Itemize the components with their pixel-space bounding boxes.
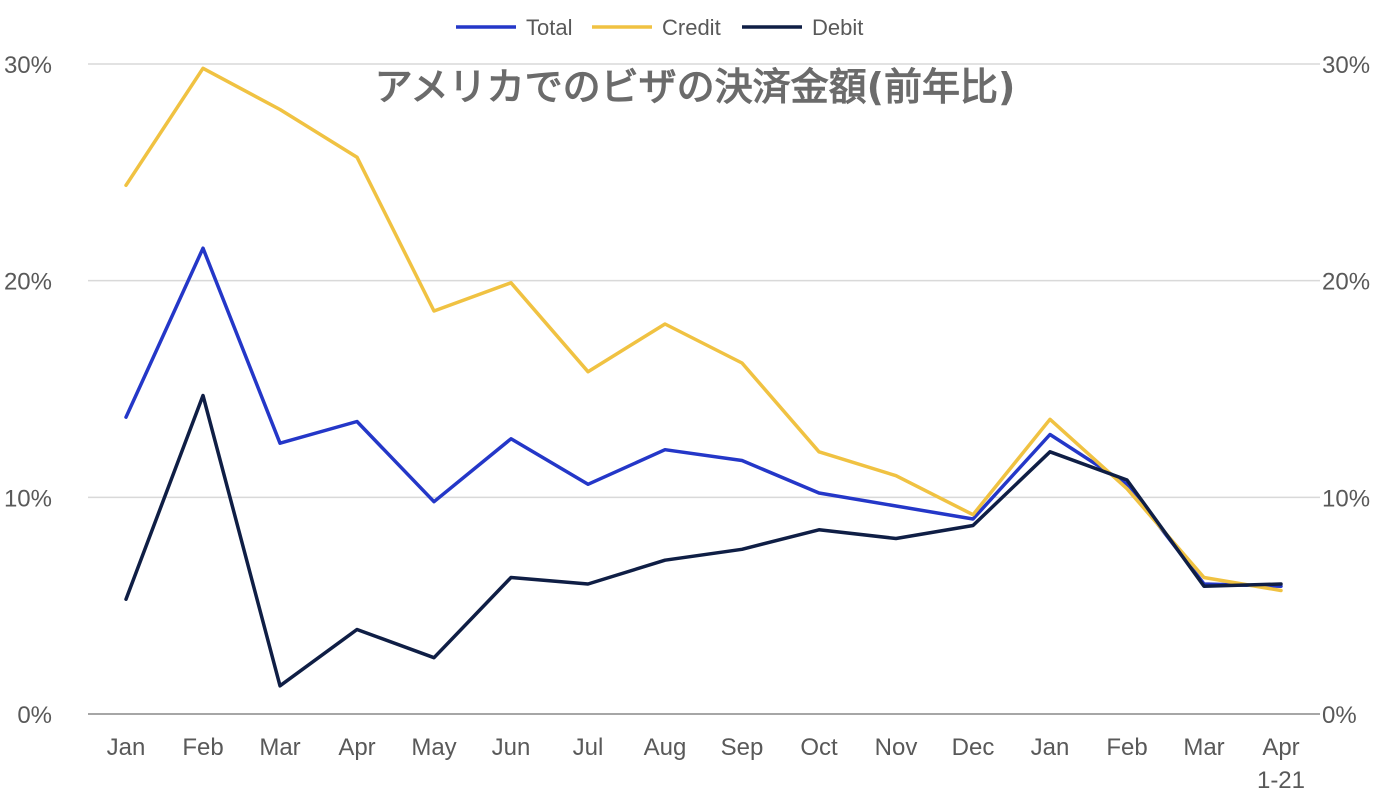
x-tick-label: Mar bbox=[1183, 734, 1224, 761]
y-tick-label-right: 30% bbox=[1322, 52, 1370, 79]
legend: Total Credit Debit bbox=[456, 15, 863, 40]
x-tick-label: Dec bbox=[952, 734, 995, 761]
x-tick-label: Jan bbox=[1031, 734, 1070, 761]
series-line-debit bbox=[124, 393, 1283, 688]
x-tick-label: May bbox=[411, 734, 456, 761]
y-tick-label-left: 30% bbox=[4, 52, 52, 79]
x-tick-label: Apr bbox=[338, 734, 375, 761]
x-tick-label: Oct bbox=[800, 734, 838, 761]
chart-title: アメリカでのビザの決済金額(前年比) bbox=[375, 65, 1016, 109]
legend-label-debit: Debit bbox=[812, 15, 863, 40]
x-tick-label: Jul bbox=[573, 734, 604, 761]
x-tick-label: Jun bbox=[492, 734, 531, 761]
x-tick-label: Jan bbox=[107, 734, 146, 761]
x-tick-label: Feb bbox=[182, 734, 223, 761]
series-line-credit bbox=[124, 66, 1283, 593]
y-tick-label-left: 0% bbox=[17, 702, 52, 729]
axes: 0% 0% 10% 10% 20% 20% 30% 30% Jan Feb Mar Apr May Jun… bbox=[4, 52, 1370, 794]
gridlines bbox=[88, 63, 1320, 499]
x-tick-label: Sep bbox=[721, 734, 764, 761]
x-tick-label: Feb bbox=[1106, 734, 1147, 761]
x-tick-label: Apr 1-21 bbox=[1257, 734, 1305, 794]
legend-label-total: Total bbox=[526, 15, 572, 40]
x-tick-label: Nov bbox=[875, 734, 918, 761]
y-tick-label-right: 0% bbox=[1322, 702, 1357, 729]
y-tick-label-right: 20% bbox=[1322, 269, 1370, 296]
y-tick-label-left: 20% bbox=[4, 269, 52, 296]
legend-label-credit: Credit bbox=[662, 15, 721, 40]
x-tick-label: Aug bbox=[644, 734, 687, 761]
y-tick-label-left: 10% bbox=[4, 485, 52, 512]
series-line-total bbox=[124, 246, 1283, 588]
y-tick-label-right: 10% bbox=[1322, 485, 1370, 512]
x-tick-label: Mar bbox=[259, 734, 300, 761]
series-lines bbox=[124, 66, 1283, 688]
